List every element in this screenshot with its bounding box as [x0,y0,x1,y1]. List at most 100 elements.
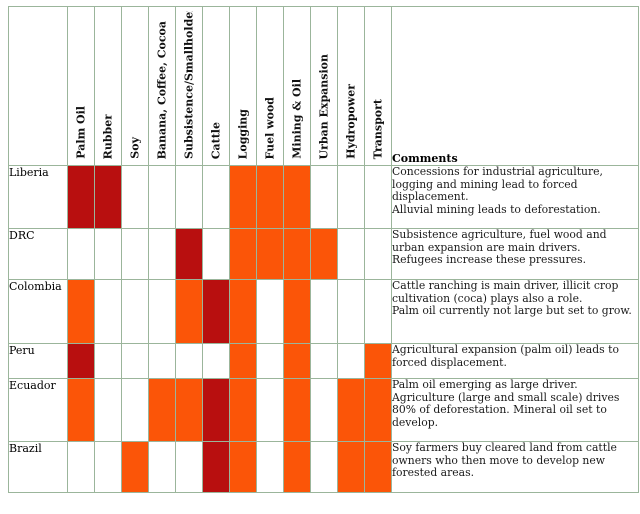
driver-cell [67,378,95,442]
driver-cell [229,378,257,442]
country-label: Liberia [8,165,68,229]
driver-cell [364,279,392,344]
driver-cell [256,165,284,229]
driver-cell [310,279,338,344]
driver-cell [364,228,392,280]
driver-cell [67,228,95,280]
driver-cell [121,228,149,280]
column-header: Hydropower [337,6,365,166]
column-header-label: Fuel wood [263,96,277,159]
driver-cell [337,343,365,379]
driver-cell [175,228,203,280]
driver-cell [229,228,257,280]
driver-cell [229,343,257,379]
driver-cell [337,165,365,229]
driver-cell [310,165,338,229]
comment-cell: Agricultural expansion (palm oil) leads … [391,343,639,379]
driver-cell [121,165,149,229]
driver-cell [337,228,365,280]
driver-cell [202,441,230,493]
column-header-label: Soy [128,137,142,159]
column-header: Subsistence/Smallholder [175,6,203,166]
driver-cell [256,279,284,344]
driver-cell [175,165,203,229]
column-header: Palm Oil [67,6,95,166]
comment-cell: Palm oil emerging as large driver. Agric… [391,378,639,442]
driver-cell [256,343,284,379]
driver-cell [94,165,122,229]
column-header: Banana, Coffee, Cocoa [148,6,176,166]
driver-cell [283,378,311,442]
driver-cell [364,165,392,229]
country-label: Ecuador [8,378,68,442]
driver-cell [310,228,338,280]
driver-cell [94,378,122,442]
driver-cell [67,343,95,379]
column-header: Cattle [202,6,230,166]
driver-cell [148,279,176,344]
column-header-label: Urban Expansion [317,53,331,160]
table-body: Liberia Concessions for industrial agricu… [8,165,639,493]
column-header-label: Rubber [101,113,115,159]
table-row: Peru Agricultural expansion (palm oil) le… [8,343,639,379]
driver-cell [337,279,365,344]
column-header-label: Mining & Oil [290,79,304,159]
comment-line: Cattle ranching is main driver, illicit … [392,279,619,305]
driver-cell [67,165,95,229]
driver-cell [364,441,392,493]
driver-cell [364,343,392,379]
corner-cell [8,6,68,166]
column-header-label: Subsistence/Smallholder [182,11,196,159]
driver-cell [94,441,122,493]
driver-cell [67,279,95,344]
driver-cell [202,279,230,344]
country-label: Colombia [8,279,68,344]
driver-cell [175,441,203,493]
driver-cell [121,279,149,344]
column-header: Mining & Oil [283,6,311,166]
table-row: Liberia Concessions for industrial agricu… [8,165,639,229]
comment-line: Palm oil emerging as large driver. Agric… [392,378,620,429]
driver-cell [310,378,338,442]
driver-cell [202,165,230,229]
table-row: Colombia Cattle ranching is main driver, … [8,279,639,344]
driver-cell [256,378,284,442]
comment-cell: Subsistence agriculture, fuel wood and u… [391,228,639,280]
driver-cell [283,441,311,493]
comments-header: Comments [391,6,639,166]
driver-cell [94,228,122,280]
comment-line: Concessions for industrial agriculture, … [392,165,603,204]
driver-cell [94,343,122,379]
driver-cell [229,279,257,344]
driver-cell [148,228,176,280]
header-row: Palm Oil Rubber Soy Banana, Coffee, Cocoa Su… [8,6,639,166]
drivers-table: Palm Oil Rubber Soy Banana, Coffee, Cocoa Su… [8,6,639,493]
column-header-label: Palm Oil [74,106,88,159]
column-header-label: Banana, Coffee, Cocoa [155,20,169,159]
driver-cell [121,378,149,442]
column-header: Fuel wood [256,6,284,166]
comment-line: Refugees increase these pressures. [392,253,587,267]
driver-cell [337,441,365,493]
column-header-label: Cattle [209,121,223,159]
column-header: Rubber [94,6,122,166]
driver-cell [256,228,284,280]
driver-cell [283,165,311,229]
column-header: Transport [364,6,392,166]
driver-cell [121,441,149,493]
driver-cell [310,441,338,493]
comment-line: Soy farmers buy cleared land from cattle… [392,441,617,480]
table-row: DRC Subsistence agriculture, fuel wood an… [8,228,639,280]
driver-cell [229,165,257,229]
comment-line: Subsistence agriculture, fuel wood and u… [392,228,607,254]
driver-cell [364,378,392,442]
driver-cell [94,279,122,344]
column-header: Soy [121,6,149,166]
country-label: Peru [8,343,68,379]
driver-cell [67,441,95,493]
column-header: Urban Expansion [310,6,338,166]
driver-cell [202,378,230,442]
country-label: DRC [8,228,68,280]
driver-cell [202,343,230,379]
driver-cell [148,441,176,493]
